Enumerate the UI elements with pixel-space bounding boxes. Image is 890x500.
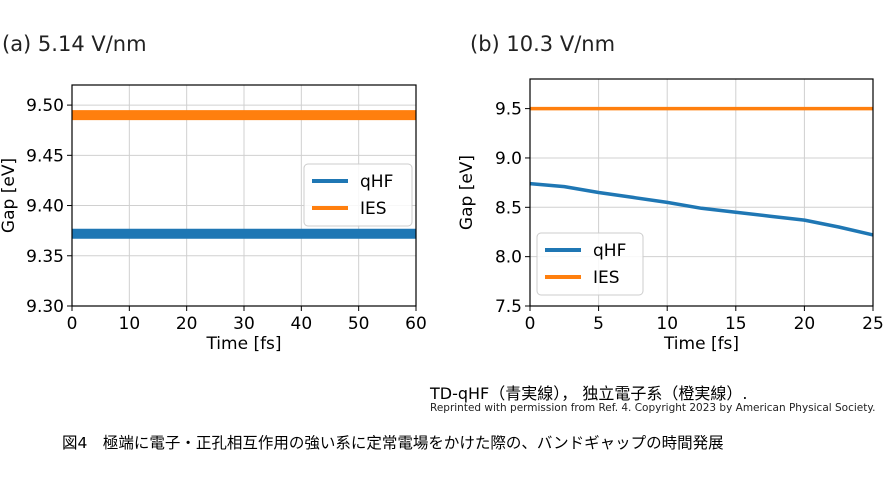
panel-b-legend-label-qhf: qHF [593,241,626,261]
panel-a-xtick-label: 60 [405,314,427,334]
panel-a-xlabel: Time [fs] [205,334,281,354]
panel-a-title: (a) 5.14 V/nm [2,32,147,56]
panel-b-xtick-label: 15 [725,314,747,334]
panel-b-ytick-label: 9.0 [495,149,522,169]
panel-b-ytick-label: 8.5 [495,198,522,218]
panel-a-xtick-label: 20 [176,314,198,334]
panel-b-title: (b) 10.3 V/nm [470,32,616,56]
panel-b-legend-box [536,232,644,296]
caption-legend-text: TD-qHF（青実線）， 独立電子系（橙実線）. [430,384,748,403]
panel-a-ytick-label: 9.35 [26,247,64,267]
panel-a-xtick-label: 40 [291,314,313,334]
panel-b-ytick-label: 7.5 [495,297,522,317]
panel-a-xtick-label: 50 [348,314,370,334]
panel-b-ytick-label: 8.0 [495,248,522,268]
panel-a-ytick-label: 9.45 [26,146,64,166]
panel-a-xtick-label: 10 [119,314,141,334]
panel-a-ylabel: Gap [eV] [0,158,19,233]
panel-b-xtick-label: 5 [593,314,604,334]
panel-b-xtick-label: 0 [525,314,536,334]
caption-credit: Reprinted with permission from Ref. 4. C… [430,402,876,414]
panel-a-legend-box [303,163,413,227]
panel-a-ytick-label: 9.30 [26,297,64,317]
panel-b-xtick-label: 20 [794,314,816,334]
panel-a-ytick-label: 9.40 [26,197,64,217]
panel-b-series-qhf-line [529,181,874,237]
panel-b-legend-label-ies: IES [593,268,620,288]
panel-a-xtick-label: 0 [67,314,78,334]
panel-b-xtick-label: 10 [656,314,678,334]
panel-b-axes-frame [529,78,874,307]
panel-a-xtick-label: 30 [233,314,255,334]
panel-a-ytick-label: 9.50 [26,96,64,116]
panel-a-chart: 0 10 20 30 40 50 60 9.30 9.35 9.40 9.45 9.50 Time [f… [0,84,427,354]
figure-caption: 図4 極端に電子・正孔相互作用の強い系に定常電場をかけた際の、バンドギャップの時… [62,434,724,452]
panel-b-xtick-label: 25 [862,314,884,334]
panel-b-xlabel: Time [fs] [663,334,739,354]
panel-b-ytick-label: 9.5 [495,100,522,120]
panel-a-legend-label-qhf: qHF [360,172,393,192]
panel-b-chart: 0 5 10 15 20 25 7.5 8.0 8.5 9.0 9.5 Time [fs] Gap [e… [457,78,884,354]
panel-b-ylabel: Gap [eV] [457,155,477,230]
panel-a-legend-label-ies: IES [360,199,387,219]
